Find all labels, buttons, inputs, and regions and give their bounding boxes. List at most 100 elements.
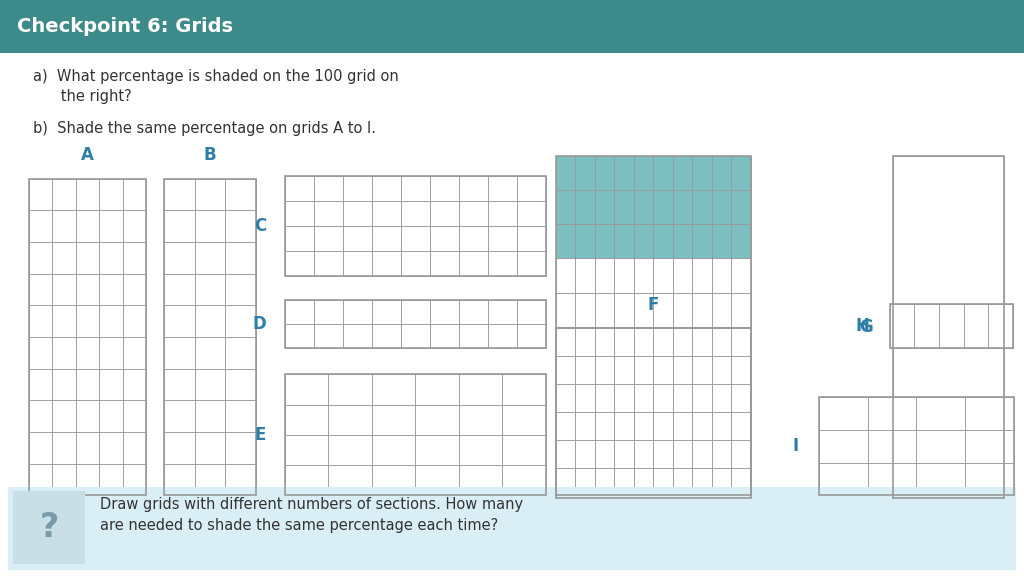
Bar [430, 201, 459, 226]
Bar [556, 464, 575, 498]
Bar [595, 412, 614, 439]
Bar [225, 464, 256, 495]
Bar [673, 190, 692, 224]
Bar [653, 327, 673, 361]
Bar [575, 439, 595, 468]
Bar [164, 400, 195, 432]
Bar [487, 201, 517, 226]
Bar [731, 156, 751, 190]
Bar [964, 304, 988, 348]
Bar [653, 396, 673, 430]
Bar [731, 224, 751, 258]
Bar [195, 305, 225, 337]
Bar [164, 242, 195, 274]
Bar [653, 464, 673, 498]
Bar [328, 374, 372, 405]
Bar [692, 384, 712, 412]
Bar [673, 224, 692, 258]
Bar [416, 465, 459, 495]
Bar [372, 201, 400, 226]
Bar [556, 412, 575, 439]
Bar [459, 226, 487, 251]
Bar [692, 361, 712, 396]
Text: E: E [255, 426, 266, 444]
Bar [614, 293, 634, 327]
Bar [653, 190, 673, 224]
Bar [819, 397, 868, 430]
Bar [595, 384, 614, 412]
Bar [164, 305, 195, 337]
Bar [614, 464, 634, 498]
Bar [692, 468, 712, 495]
Text: b)  Shade the same percentage on grids A to I.: b) Shade the same percentage on grids A … [33, 121, 376, 136]
Bar [595, 356, 614, 384]
Bar [819, 397, 1014, 495]
Bar [343, 176, 372, 201]
Bar [634, 190, 653, 224]
Bar [712, 412, 731, 439]
Bar [76, 369, 99, 400]
Bar [195, 179, 225, 210]
Bar [614, 190, 634, 224]
Text: ?: ? [40, 511, 58, 544]
Bar [313, 226, 343, 251]
Text: a)  What percentage is shaded on the 100 grid on
      the right?: a) What percentage is shaded on the 100 … [33, 69, 398, 104]
Bar [595, 190, 614, 224]
Bar [653, 361, 673, 396]
Bar [29, 179, 52, 210]
Bar [712, 468, 731, 495]
Bar [614, 258, 634, 293]
Bar [595, 224, 614, 258]
Bar [556, 430, 575, 464]
Bar [164, 464, 195, 495]
Bar [731, 361, 751, 396]
Bar [634, 430, 653, 464]
Bar [575, 464, 595, 498]
Bar [890, 304, 1013, 348]
Bar [653, 439, 673, 468]
Bar [517, 201, 546, 226]
Bar [556, 190, 575, 224]
Bar [343, 324, 372, 348]
Bar [400, 201, 430, 226]
Bar [164, 369, 195, 400]
Bar [372, 251, 400, 276]
Bar [195, 337, 225, 369]
Bar [692, 156, 712, 190]
Bar [225, 274, 256, 305]
Bar [99, 369, 123, 400]
Bar [99, 432, 123, 464]
Bar [52, 210, 76, 242]
Bar [556, 356, 575, 384]
Bar [285, 201, 313, 226]
Bar [430, 226, 459, 251]
Bar [313, 300, 343, 324]
Bar [164, 274, 195, 305]
Bar [966, 430, 1014, 463]
Bar [595, 396, 614, 430]
Bar [123, 432, 146, 464]
Bar [692, 412, 712, 439]
Bar [556, 224, 575, 258]
Bar [712, 258, 731, 293]
Bar [731, 328, 751, 356]
Bar [868, 430, 916, 463]
Bar [430, 324, 459, 348]
Bar [868, 463, 916, 495]
Bar [517, 251, 546, 276]
Bar [575, 190, 595, 224]
Bar [634, 412, 653, 439]
Bar [76, 400, 99, 432]
Bar [868, 397, 916, 430]
Bar [52, 432, 76, 464]
Bar [123, 179, 146, 210]
Bar [692, 327, 712, 361]
Bar [634, 468, 653, 495]
Bar [634, 384, 653, 412]
Bar [285, 226, 313, 251]
Bar [614, 412, 634, 439]
Bar [634, 361, 653, 396]
Bar [653, 328, 673, 356]
Bar [653, 384, 673, 412]
Bar [76, 432, 99, 464]
